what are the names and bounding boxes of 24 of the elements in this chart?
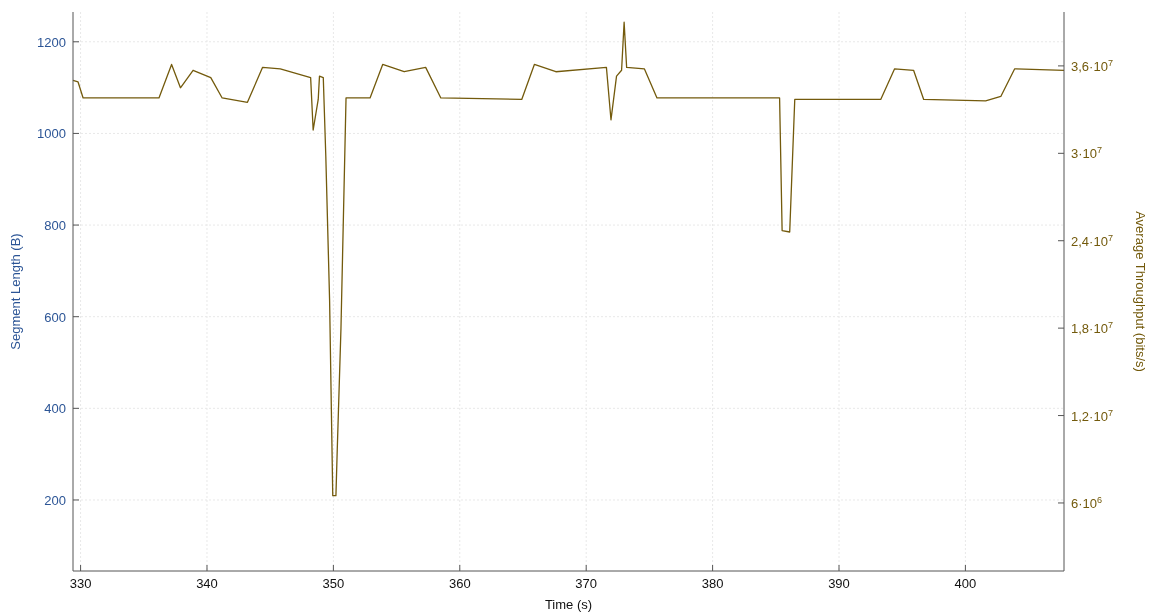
- x-tick-label: 390: [828, 576, 850, 591]
- y-axis-title: Segment Length (B): [8, 233, 23, 350]
- y2-tick-label: 6·10$^{6}$: [1071, 494, 1103, 511]
- y-tick-label: 1000: [37, 126, 66, 142]
- x-tick-label: 380: [701, 576, 724, 591]
- y2-tick-label: 2,4·10$^{7}$: [1071, 232, 1113, 249]
- y-tick-label: 800: [44, 218, 66, 234]
- x-tick-label: 340: [196, 576, 218, 591]
- y2-tick-label: 3,6·10$^{7}$: [1071, 57, 1113, 74]
- y2-tick-label: 1,8·10$^{7}$: [1071, 320, 1113, 337]
- y-tick-label: 600: [44, 309, 66, 325]
- y2-tick-label: 1,2·10$^{7}$: [1071, 407, 1113, 424]
- x-tick-label: 330: [69, 576, 92, 591]
- y-tick-label: 1200: [37, 34, 66, 50]
- x-axis-title: Time (s): [544, 597, 593, 612]
- x-tick-label: 370: [575, 576, 598, 591]
- x-tick-label: 360: [448, 576, 471, 591]
- y2-axis-title: Average Throughput (bits/s): [1133, 211, 1148, 372]
- y-tick-label: 200: [44, 492, 66, 508]
- x-tick-label: 400: [954, 576, 977, 591]
- line-series: [72, 21, 1065, 497]
- y-tick-label: 400: [44, 401, 66, 417]
- x-tick-label: 350: [322, 576, 345, 591]
- y2-tick-label: 3·10$^{7}$: [1071, 145, 1103, 162]
